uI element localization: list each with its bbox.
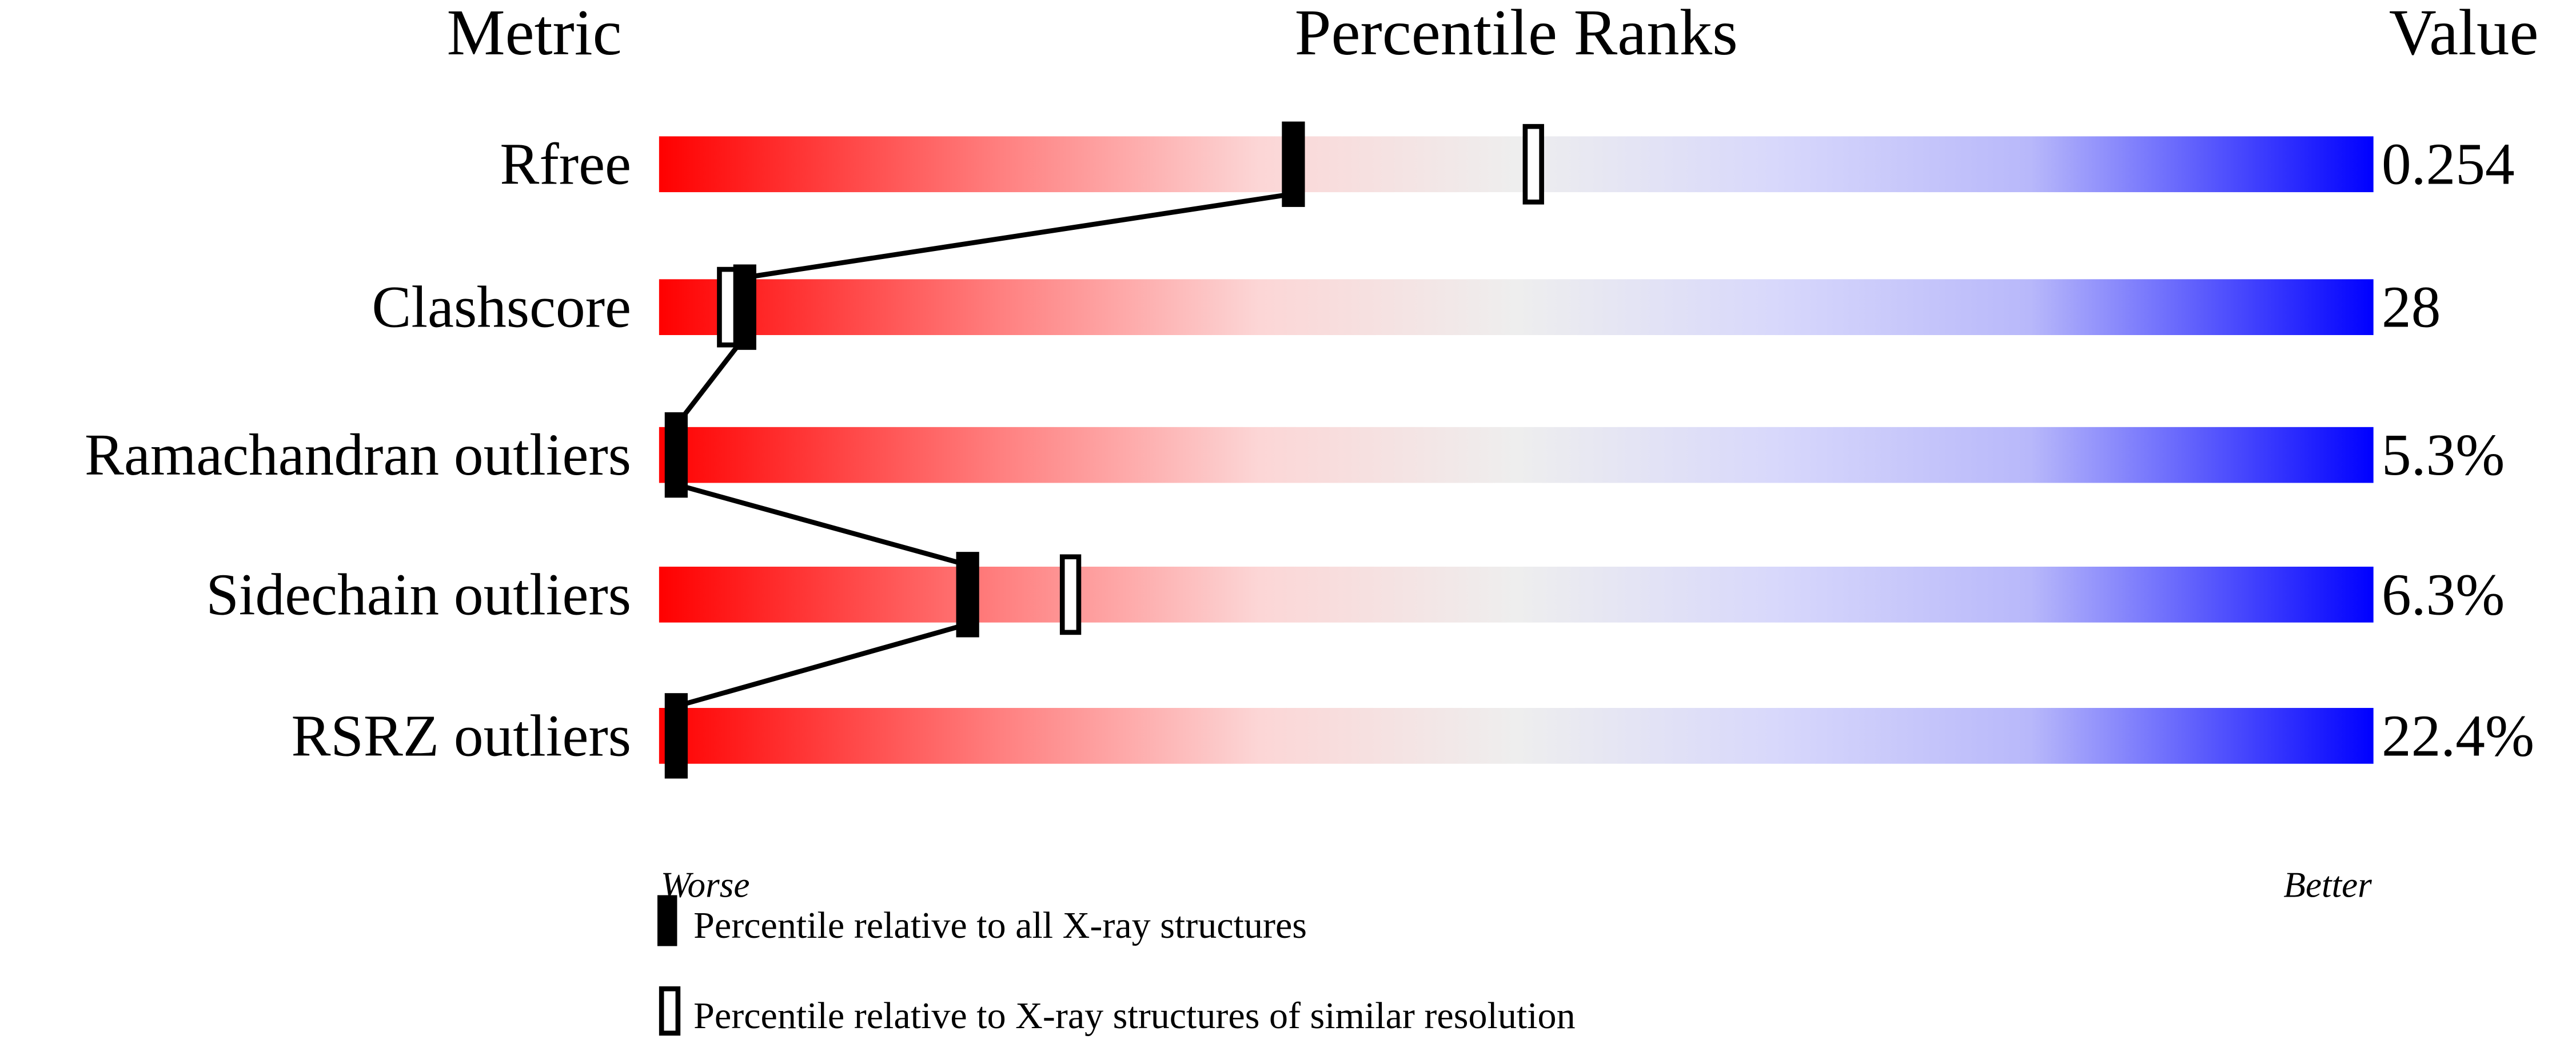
all-structures-marker bbox=[664, 412, 688, 498]
similar-resolution-marker bbox=[1522, 124, 1544, 205]
all-structures-marker bbox=[1282, 121, 1305, 207]
metric-value: 5.3% bbox=[2382, 423, 2505, 488]
legend-filled-marker bbox=[657, 895, 677, 946]
percentile-bar bbox=[659, 427, 2374, 483]
legend-open-label: Percentile relative to X-ray structures … bbox=[693, 995, 1575, 1037]
metric-label: Clashscore bbox=[372, 275, 631, 340]
header-percentile-ranks: Percentile Ranks bbox=[1295, 0, 1738, 69]
header-metric: Metric bbox=[446, 0, 621, 69]
percentile-bar bbox=[659, 566, 2374, 623]
percentile-bar bbox=[659, 708, 2374, 764]
better-label: Better bbox=[2283, 865, 2372, 905]
connector-line bbox=[675, 482, 968, 568]
header-value: Value bbox=[2389, 0, 2539, 69]
percentile-bar bbox=[659, 136, 2374, 193]
similar-resolution-marker bbox=[1059, 554, 1082, 635]
legend-open-marker bbox=[659, 986, 681, 1036]
legend-filled-label: Percentile relative to all X-ray structu… bbox=[693, 905, 1307, 946]
metric-label: Rfree bbox=[500, 132, 631, 197]
connector-line bbox=[744, 191, 1294, 280]
metric-value: 22.4% bbox=[2382, 703, 2534, 769]
metric-value: 28 bbox=[2382, 275, 2441, 340]
metric-label: RSRZ outliers bbox=[291, 703, 631, 769]
all-structures-marker bbox=[664, 693, 688, 779]
metric-label: Sidechain outliers bbox=[206, 562, 631, 627]
similar-resolution-marker bbox=[717, 266, 739, 348]
metric-label: Ramachandran outliers bbox=[85, 423, 631, 488]
connector-line bbox=[675, 622, 968, 709]
metric-value: 0.254 bbox=[2382, 132, 2515, 197]
all-structures-marker bbox=[956, 552, 979, 638]
percentile-bar bbox=[659, 279, 2374, 335]
connector-line bbox=[674, 335, 747, 427]
metric-value: 6.3% bbox=[2382, 562, 2505, 627]
all-structures-marker bbox=[733, 264, 756, 350]
